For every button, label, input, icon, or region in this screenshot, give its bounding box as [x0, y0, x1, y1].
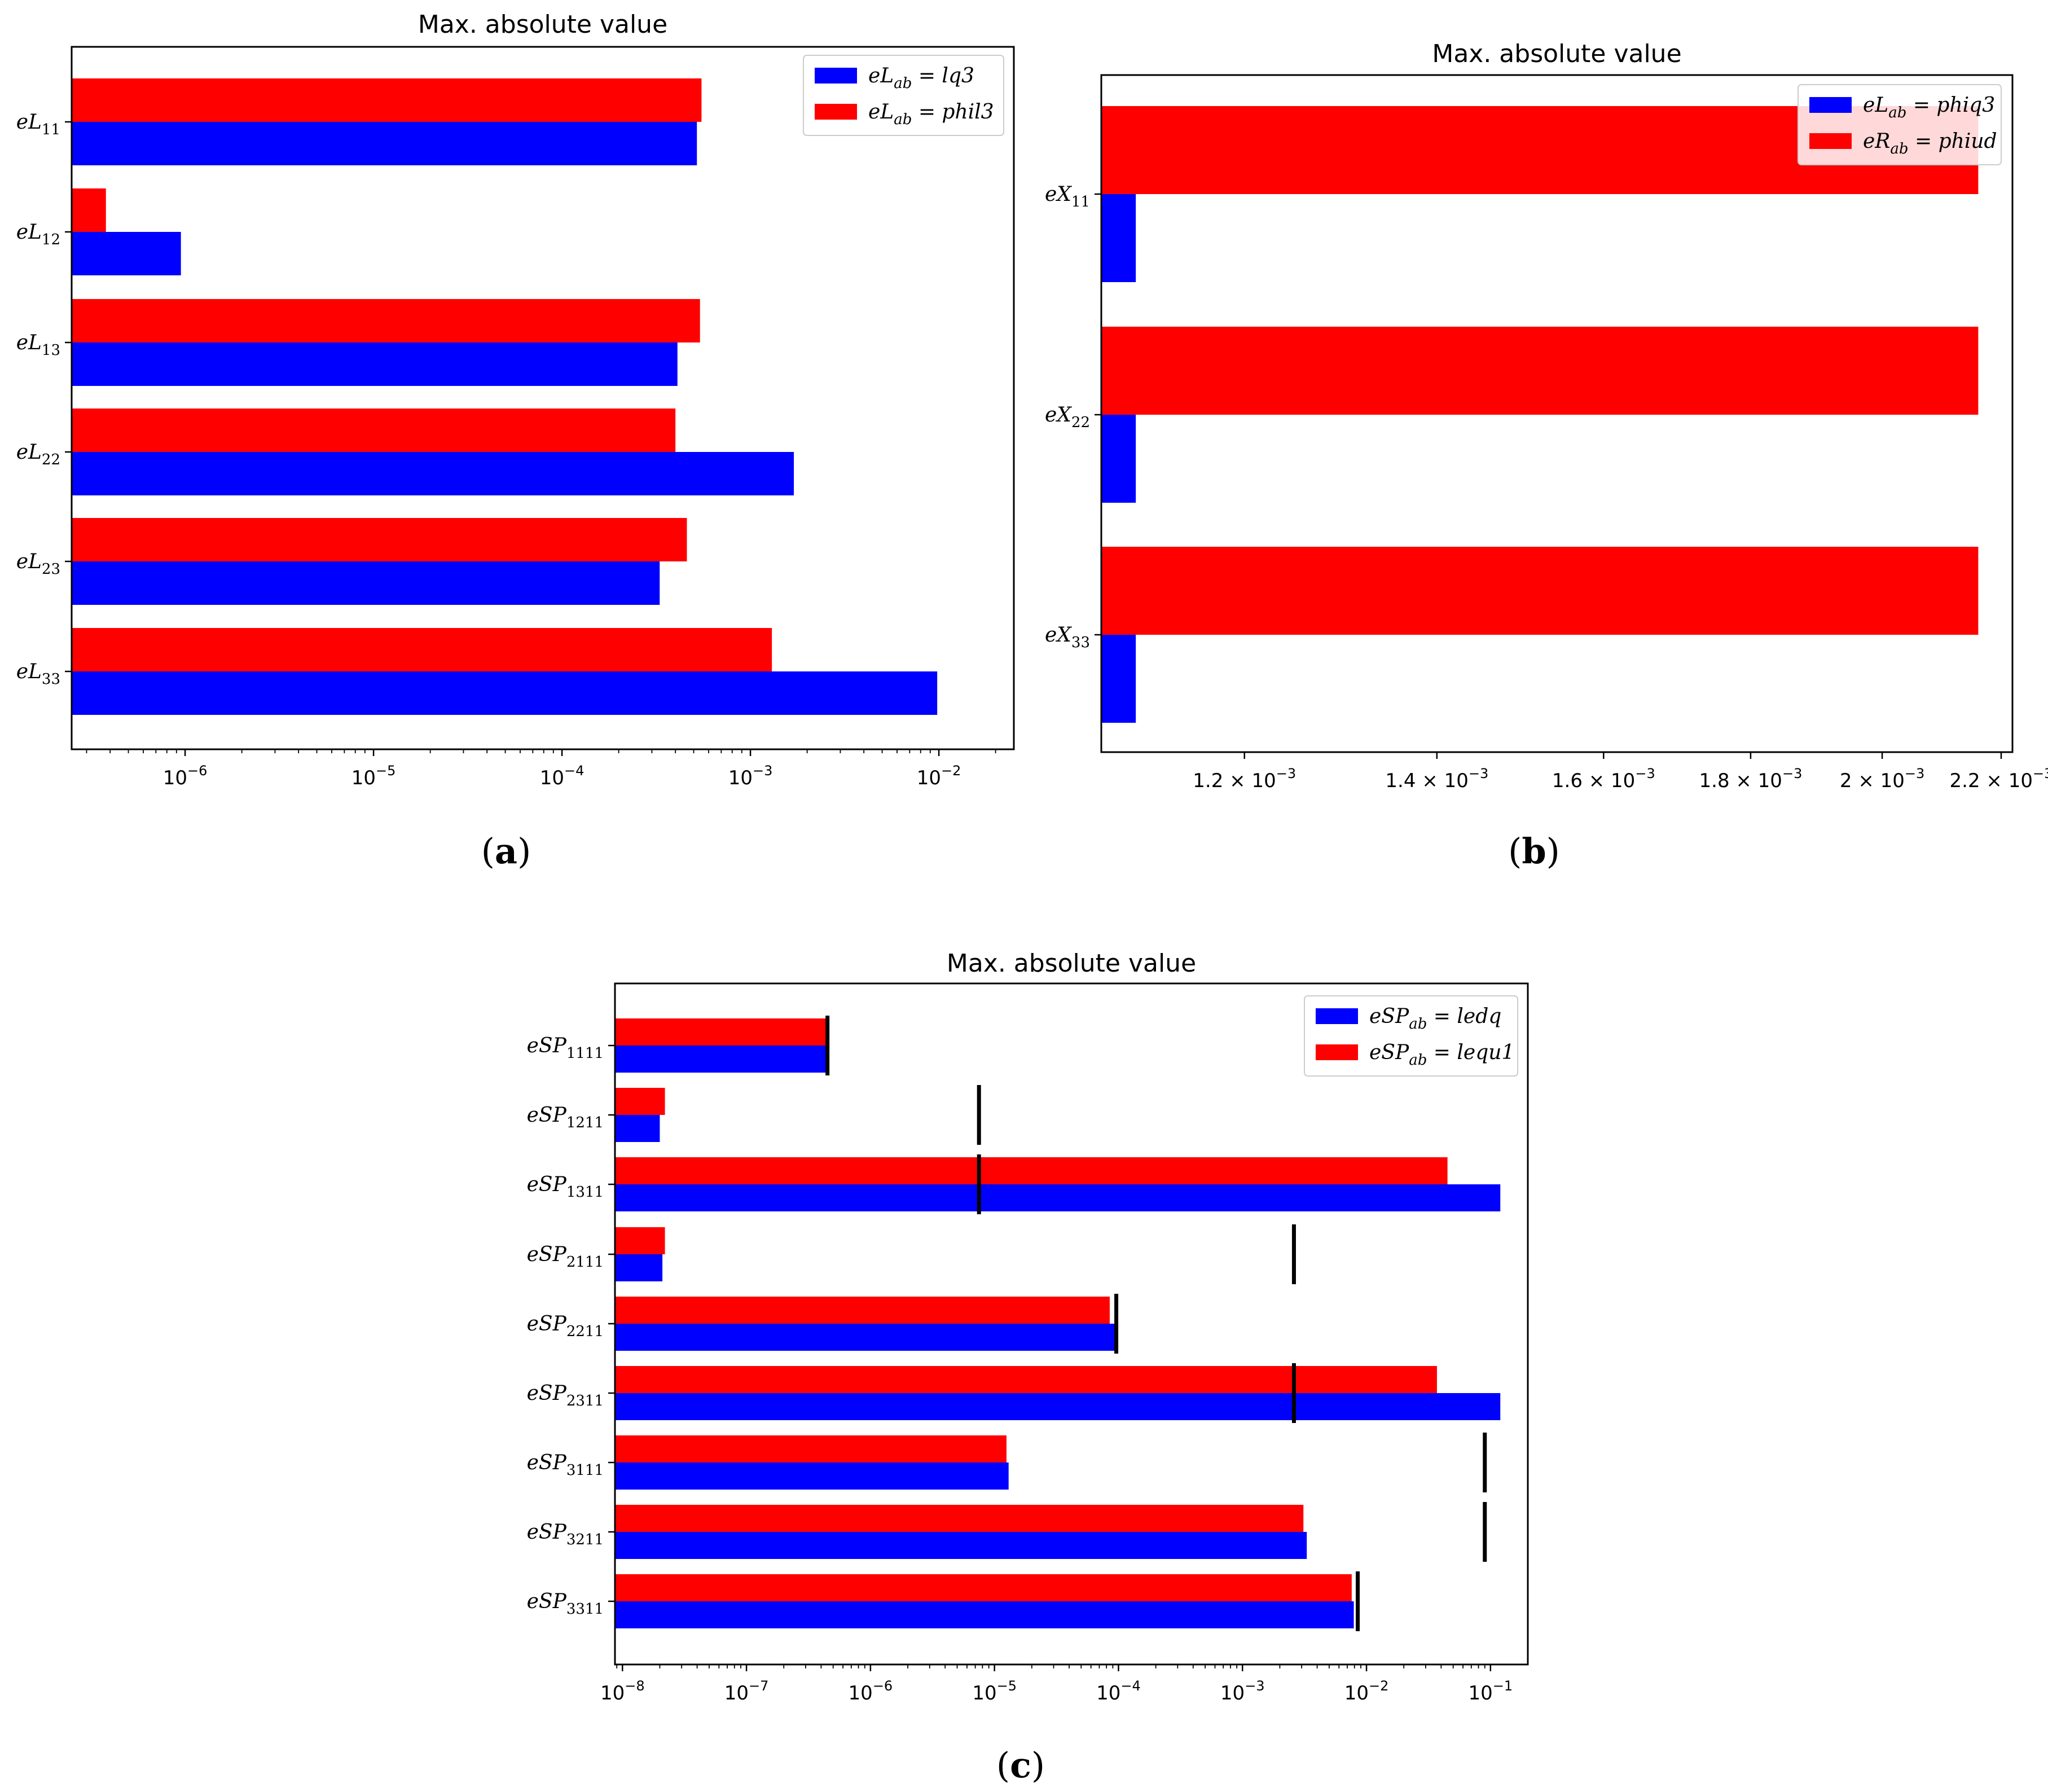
- legend-swatch-c-1: [1316, 1044, 1358, 1060]
- bar-a-series1-5: [72, 628, 772, 671]
- xtick-label-a-1: 10−5: [351, 763, 396, 789]
- xtick-label-a-0: 10−6: [163, 763, 208, 789]
- xtick-label-a-3: 10−3: [728, 763, 773, 789]
- bar-c-series1-1: [615, 1088, 665, 1115]
- bar-c-series1-5: [615, 1366, 1437, 1393]
- chart-title-a: Max. absolute value: [418, 10, 667, 39]
- bar-c-series0-3: [615, 1254, 663, 1281]
- legend-label-b-1: eRab = phiud: [1863, 130, 1997, 157]
- xtick-label-c-4: 10−4: [1096, 1678, 1141, 1705]
- ytick-label-b-1: eX22: [1045, 403, 1090, 431]
- xtick-label-b-5: 2.2 × 10−3: [1950, 766, 2048, 792]
- bar-c-series1-4: [615, 1297, 1110, 1324]
- bar-c-series1-7: [615, 1505, 1304, 1532]
- ytick-label-a-3: eL22: [16, 441, 60, 468]
- legend-label-c-0: eSPab = ledq: [1369, 1005, 1501, 1033]
- bar-a-series1-4: [72, 518, 687, 561]
- bar-c-series0-6: [615, 1462, 1009, 1490]
- bar-b-series1-1: [1101, 327, 1979, 415]
- legend-a: eLab = lq3 eLab = phil3: [803, 55, 1004, 136]
- chart-panel-c: Max. absolute value eSP1111 eSP1211 eSP1311…: [527, 949, 1529, 1786]
- ytick-label-c-6: eSP3111: [527, 1451, 604, 1479]
- legend-swatch-c-0: [1316, 1008, 1358, 1024]
- ytick-label-c-5: eSP2311: [527, 1382, 604, 1409]
- legend-label-c-1: eSPab = lequ1: [1369, 1041, 1514, 1069]
- legend-c: eSPab = ledq eSPab = lequ1: [1304, 995, 1518, 1077]
- bar-c-series1-8: [615, 1574, 1352, 1601]
- xtick-label-a-2: 10−4: [540, 763, 584, 789]
- legend-swatch-b-0: [1809, 97, 1852, 113]
- xtick-label-c-3: 10−5: [972, 1678, 1017, 1705]
- xtick-label-b-3: 1.8 × 10−3: [1699, 766, 1803, 792]
- bar-a-series0-2: [72, 342, 678, 386]
- bar-c-series0-1: [615, 1115, 660, 1142]
- bar-a-series0-3: [72, 452, 794, 495]
- bar-c-series1-0: [615, 1018, 828, 1046]
- axes-frame-a: [71, 46, 1015, 750]
- bar-a-series1-0: [72, 78, 702, 122]
- ytick-label-a-4: eL23: [16, 550, 60, 578]
- chart-title-c: Max. absolute value: [947, 949, 1196, 978]
- legend-swatch-b-1: [1809, 133, 1852, 149]
- legend-label-a-1: eLab = phil3: [868, 100, 994, 128]
- bar-a-series1-3: [72, 409, 676, 452]
- bar-c-series1-2: [615, 1157, 1448, 1184]
- legend-label-b-0: eLab = phiq3: [1863, 94, 1995, 121]
- bar-c-series0-8: [615, 1601, 1354, 1628]
- bar-b-series0-0: [1101, 194, 1136, 282]
- legend-swatch-a-0: [815, 68, 857, 84]
- bar-c-series0-0: [615, 1046, 828, 1073]
- ytick-label-a-2: eL13: [16, 331, 60, 359]
- xtick-label-c-2: 10−6: [849, 1678, 893, 1705]
- ytick-label-a-1: eL12: [16, 221, 60, 248]
- chart-panel-a: Max. absolute value eL11 eL12 eL13 eL22 eL23 e…: [16, 10, 1015, 872]
- bar-b-series0-1: [1101, 415, 1136, 503]
- xtick-label-c-6: 10−2: [1344, 1678, 1389, 1705]
- ytick-label-c-4: eSP2211: [527, 1312, 604, 1340]
- bar-c-series0-5: [615, 1393, 1501, 1420]
- ytick-label-b-2: eX33: [1045, 623, 1090, 651]
- ytick-label-c-0: eSP1111: [527, 1034, 604, 1062]
- ytick-label-c-2: eSP1311: [527, 1173, 604, 1201]
- bar-c-series1-3: [615, 1227, 665, 1254]
- bar-b-series0-2: [1101, 635, 1136, 723]
- ytick-label-c-7: eSP3211: [527, 1521, 604, 1548]
- xtick-label-c-7: 10−1: [1469, 1678, 1513, 1705]
- bar-a-series0-1: [72, 232, 181, 275]
- ytick-label-c-3: eSP2111: [527, 1243, 604, 1271]
- chart-title-b: Max. absolute value: [1432, 39, 1681, 68]
- bar-a-series0-4: [72, 561, 660, 605]
- bar-a-series0-5: [72, 671, 938, 715]
- xtick-label-a-4: 10−2: [917, 763, 961, 789]
- bar-c-series0-4: [615, 1324, 1116, 1351]
- bar-c-series0-7: [615, 1532, 1307, 1559]
- bar-b-series1-2: [1101, 547, 1979, 635]
- ytick-label-b-0: eX11: [1045, 183, 1090, 210]
- xtick-label-c-1: 10−7: [724, 1678, 769, 1705]
- subfigure-label-c: (c): [996, 1745, 1045, 1786]
- xtick-label-b-0: 1.2 × 10−3: [1193, 766, 1296, 792]
- subfigure-label-b: (b): [1508, 831, 1560, 872]
- xtick-label-c-5: 10−3: [1220, 1678, 1265, 1705]
- bar-a-series1-2: [72, 299, 700, 342]
- legend-swatch-a-1: [815, 104, 857, 120]
- bar-a-series1-1: [72, 188, 106, 232]
- chart-panel-b: Max. absolute value eX11 eX22 eX33 1.2 × 10−…: [1045, 39, 2048, 872]
- ytick-label-c-8: eSP3311: [527, 1590, 604, 1618]
- subfigure-label-a: (a): [481, 831, 531, 872]
- ytick-label-c-1: eSP1211: [527, 1104, 604, 1131]
- bar-c-series1-6: [615, 1435, 1007, 1462]
- xtick-label-b-4: 2 × 10−3: [1840, 766, 1924, 792]
- legend-label-a-0: eLab = lq3: [868, 64, 974, 92]
- legend-b: eLab = phiq3 eRab = phiud: [1798, 84, 2002, 165]
- ytick-label-a-0: eL11: [16, 111, 60, 138]
- axes-frame-b: [1100, 74, 2014, 753]
- xtick-label-c-0: 10−8: [600, 1678, 645, 1705]
- xtick-label-b-1: 1.4 × 10−3: [1385, 766, 1488, 792]
- bar-a-series0-0: [72, 122, 697, 165]
- xtick-label-b-2: 1.6 × 10−3: [1552, 766, 1655, 792]
- ytick-label-a-5: eL33: [16, 660, 60, 688]
- bar-c-series0-2: [615, 1184, 1501, 1211]
